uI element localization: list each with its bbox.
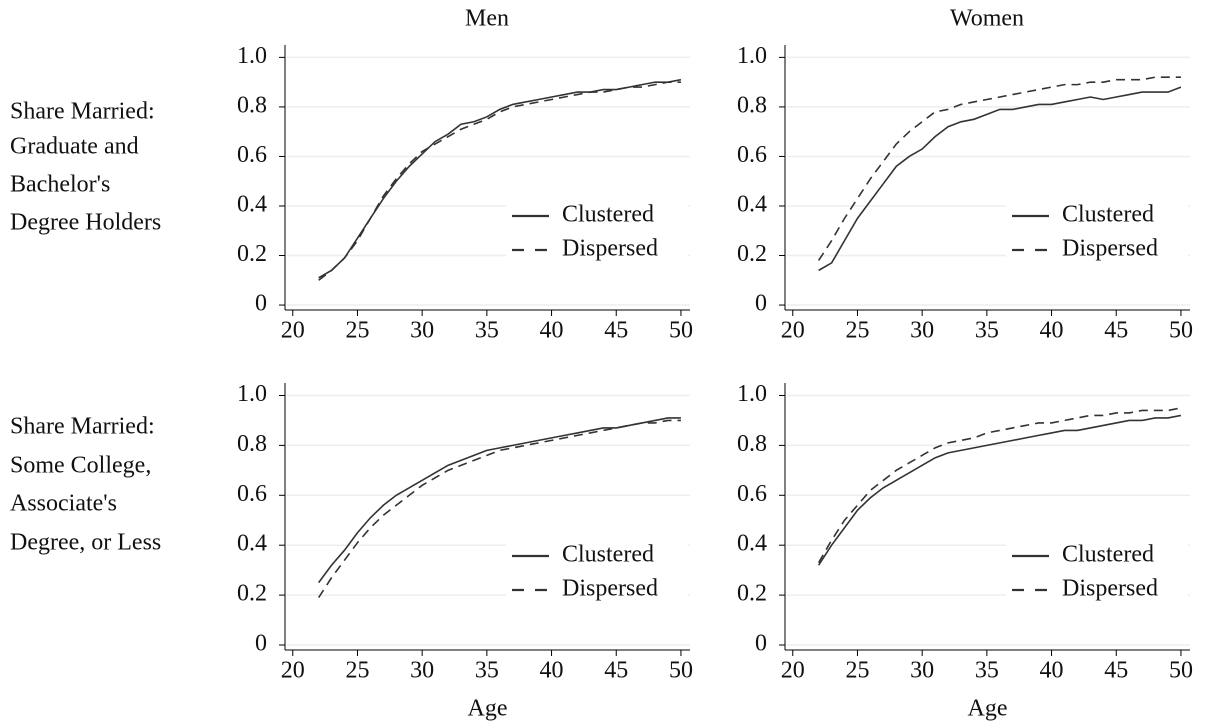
legend-label: Dispersed: [1062, 236, 1158, 262]
x-tick-label: 30: [410, 318, 434, 344]
x-tick-label: 30: [410, 658, 434, 684]
x-axis-label: Age: [968, 696, 1008, 722]
x-tick-label: 35: [475, 318, 499, 344]
x-tick-label: 40: [540, 658, 564, 684]
row-label: Degree, or Less: [10, 530, 161, 556]
y-tick-label: 0.6: [737, 142, 767, 168]
y-tick-label: 0.8: [737, 431, 767, 457]
x-tick-label: 50: [1169, 318, 1193, 344]
x-tick-label: 30: [910, 658, 934, 684]
y-tick-label: 0: [255, 291, 267, 317]
row-label: Degree Holders: [10, 210, 161, 236]
y-tick-label: 1.0: [237, 43, 267, 69]
x-tick-label: 50: [669, 318, 693, 344]
x-tick-label: 35: [975, 658, 999, 684]
legend-label: Clustered: [1062, 542, 1154, 568]
column-title: Women: [950, 6, 1024, 32]
legend-label: Dispersed: [1062, 576, 1158, 602]
y-tick-label: 1.0: [737, 43, 767, 69]
x-tick-label: 20: [781, 658, 805, 684]
legend-label: Dispersed: [562, 576, 658, 602]
x-tick-label: 45: [1104, 658, 1128, 684]
x-tick-label: 45: [1104, 318, 1128, 344]
x-tick-label: 35: [475, 658, 499, 684]
row-label: Graduate and: [10, 134, 139, 160]
series-line: [317, 419, 681, 599]
y-tick-label: 0.2: [737, 581, 767, 607]
x-tick-label: 40: [1040, 658, 1064, 684]
x-tick-label: 25: [345, 318, 369, 344]
y-tick-label: 0: [755, 631, 767, 657]
y-tick-label: 0.6: [237, 481, 267, 507]
y-tick-label: 0.8: [237, 92, 267, 118]
legend-label: Clustered: [1062, 202, 1154, 228]
x-tick-label: 45: [604, 318, 628, 344]
x-tick-label: 25: [345, 658, 369, 684]
y-tick-label: 0.4: [737, 531, 767, 557]
x-tick-label: 45: [604, 658, 628, 684]
y-tick-label: 0.4: [237, 531, 267, 557]
y-tick-label: 0.2: [737, 241, 767, 267]
column-title: Men: [465, 6, 509, 32]
legend-background: [1006, 538, 1188, 610]
series-line: [817, 414, 1182, 566]
y-tick-label: 0: [255, 631, 267, 657]
y-tick-label: 0.6: [737, 481, 767, 507]
y-tick-label: 0: [755, 291, 767, 317]
y-tick-label: 0.4: [237, 191, 267, 217]
y-tick-label: 1.0: [737, 381, 767, 407]
x-tick-label: 20: [281, 658, 305, 684]
row-label: Bachelor's: [10, 172, 110, 198]
legend-background: [506, 198, 688, 270]
x-tick-label: 40: [1040, 318, 1064, 344]
legend-background: [506, 538, 688, 610]
x-tick-label: 20: [781, 318, 805, 344]
y-tick-label: 0.2: [237, 241, 267, 267]
series-line: [818, 86, 1182, 272]
y-tick-label: 0.8: [737, 92, 767, 118]
row-label: Associate's: [10, 491, 117, 517]
row-label: Share Married:: [10, 99, 155, 125]
x-tick-label: 25: [845, 658, 869, 684]
row-label: Some College,: [10, 453, 151, 479]
row-label: Share Married:: [10, 414, 155, 440]
x-tick-label: 25: [845, 318, 869, 344]
x-tick-label: 40: [540, 318, 564, 344]
y-tick-label: 0.8: [237, 431, 267, 457]
legend-background: [1006, 198, 1188, 270]
y-tick-label: 0.6: [237, 142, 267, 168]
series-line: [318, 81, 681, 281]
legend-label: Clustered: [562, 542, 654, 568]
x-tick-label: 30: [910, 318, 934, 344]
x-tick-label: 50: [669, 658, 693, 684]
x-tick-label: 20: [281, 318, 305, 344]
legend-label: Dispersed: [562, 236, 658, 262]
x-tick-label: 35: [975, 318, 999, 344]
series-line: [817, 76, 1181, 261]
x-tick-label: 50: [1169, 658, 1193, 684]
x-axis-label: Age: [468, 696, 508, 722]
y-tick-label: 1.0: [237, 381, 267, 407]
legend-label: Clustered: [562, 202, 654, 228]
y-tick-label: 0.4: [737, 191, 767, 217]
y-tick-label: 0.2: [237, 581, 267, 607]
